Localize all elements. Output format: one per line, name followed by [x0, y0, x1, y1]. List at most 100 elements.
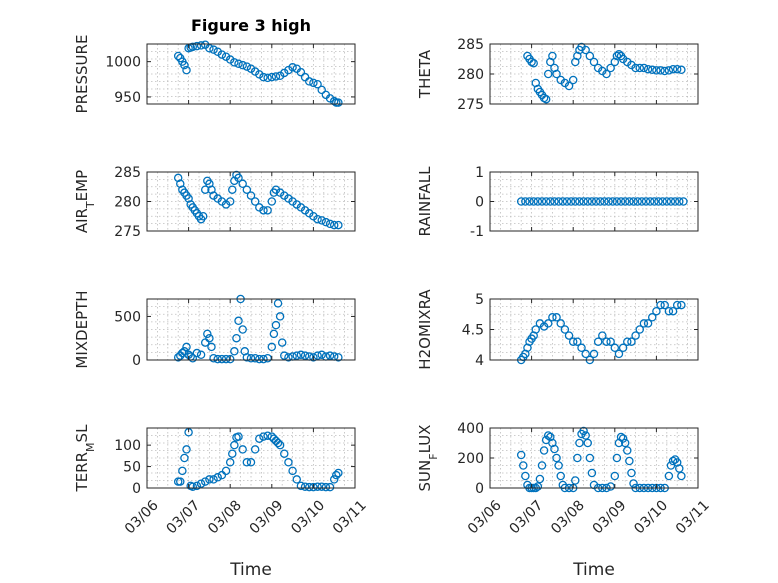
- data-point: [564, 331, 574, 340]
- data-point: [225, 354, 235, 364]
- subplot-4: -1 0 1 RAINFALL: [416, 165, 699, 240]
- data-point: [633, 197, 642, 206]
- data-point: [321, 482, 331, 492]
- data-point: [666, 197, 676, 206]
- data-point: [535, 474, 545, 484]
- data-point: [267, 342, 277, 352]
- data-point: [188, 354, 198, 363]
- data-point: [625, 456, 634, 466]
- data-point: [635, 325, 645, 334]
- y-tick-label: -1: [470, 224, 484, 240]
- subplot-8: 0 200 400 03/06 03/07 03/08 03/09 03/10 03/11 SUN…: [416, 421, 713, 537]
- data-point: [313, 351, 322, 360]
- data-point: [182, 65, 191, 75]
- data-point: [581, 45, 590, 55]
- data-point: [635, 63, 645, 73]
- data-point: [196, 350, 206, 360]
- data-point: [552, 453, 561, 463]
- data-point: [581, 349, 590, 359]
- data-point: [639, 63, 649, 73]
- data-point: [205, 43, 214, 53]
- y-axis-label: THETA: [416, 49, 434, 99]
- data-point: [209, 45, 218, 54]
- data-point: [173, 173, 183, 183]
- y-tick-label: 280: [114, 195, 141, 211]
- data-point: [259, 206, 268, 215]
- y-tick-label: 100: [114, 438, 141, 454]
- x-tick-label: 03/08: [548, 497, 588, 537]
- data-point: [550, 444, 559, 454]
- data-point: [225, 458, 235, 467]
- data-point: [317, 216, 326, 225]
- data-point: [562, 197, 572, 206]
- data-point: [647, 313, 657, 322]
- data-point: [537, 197, 547, 206]
- data-point: [205, 475, 214, 484]
- data-point: [205, 333, 214, 343]
- data-point: [259, 72, 268, 82]
- data-point: [554, 197, 563, 206]
- y-tick-label: 0: [132, 481, 141, 497]
- data-point: [541, 197, 551, 206]
- data-point: [672, 300, 682, 310]
- data-point: [176, 477, 185, 486]
- data-point: [533, 197, 543, 206]
- data-point: [242, 185, 252, 194]
- data-point: [184, 194, 193, 203]
- data-point: [309, 353, 318, 362]
- data-point: [271, 72, 281, 81]
- data-point: [213, 473, 222, 482]
- data-point: [650, 197, 659, 206]
- data-point: [614, 49, 624, 59]
- data-point: [612, 197, 622, 206]
- data-point: [618, 343, 628, 353]
- data-point: [288, 466, 297, 476]
- data-point: [631, 63, 640, 73]
- data-point: [558, 197, 568, 206]
- x-tick-label: 03/11: [330, 497, 370, 537]
- data-point: [600, 197, 609, 206]
- data-point: [579, 197, 588, 206]
- data-point: [604, 197, 613, 206]
- data-point: [575, 197, 584, 206]
- data-point: [598, 331, 607, 340]
- data-point: [288, 63, 297, 72]
- data-point: [571, 197, 580, 206]
- data-point: [269, 329, 279, 339]
- data-point: [533, 482, 543, 491]
- data-point: [579, 426, 588, 436]
- data-point: [637, 197, 647, 206]
- data-point: [321, 217, 331, 227]
- data-point: [581, 431, 590, 440]
- data-point: [652, 66, 661, 75]
- data-point: [255, 434, 264, 443]
- data-point: [573, 453, 582, 463]
- data-point: [325, 482, 335, 492]
- data-point: [334, 353, 343, 362]
- data-point: [639, 319, 649, 328]
- data-point: [606, 337, 615, 346]
- x-tick-label: 03/07: [163, 497, 203, 537]
- data-point: [546, 197, 555, 206]
- data-point: [568, 75, 578, 85]
- data-point: [267, 197, 277, 206]
- x-tick-label: 03/08: [205, 497, 245, 537]
- data-point: [296, 350, 306, 360]
- data-point: [585, 51, 595, 61]
- data-point: [334, 468, 343, 478]
- subplot-1: 950 1000 PRESSURE: [73, 35, 356, 113]
- y-tick-label: 285: [114, 165, 141, 181]
- data-point: [620, 438, 630, 448]
- data-point: [213, 354, 222, 364]
- data-point: [564, 81, 574, 91]
- data-point: [292, 351, 302, 360]
- data-point: [329, 220, 339, 230]
- data-point: [246, 458, 256, 467]
- data-point: [263, 206, 272, 215]
- data-point: [259, 432, 268, 441]
- data-point: [334, 98, 343, 107]
- data-point: [516, 450, 526, 460]
- data-point: [280, 449, 289, 458]
- x-tick-label: 03/06: [122, 497, 162, 537]
